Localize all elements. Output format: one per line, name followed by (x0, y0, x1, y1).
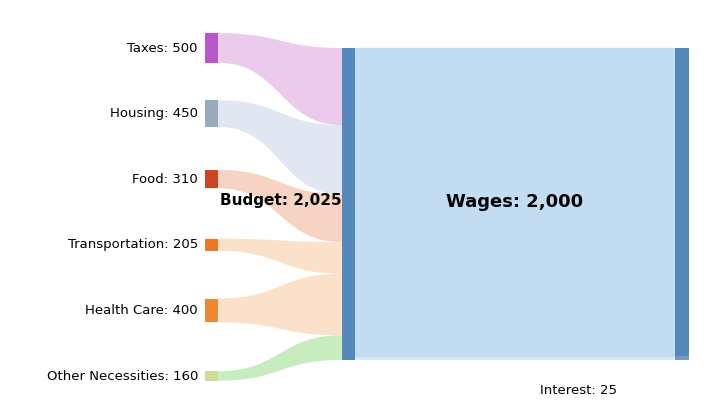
Bar (205, 100, 218, 127)
Bar (205, 239, 218, 251)
Polygon shape (218, 239, 342, 274)
Polygon shape (218, 33, 342, 125)
Polygon shape (355, 356, 675, 360)
Polygon shape (218, 170, 342, 242)
Polygon shape (218, 100, 342, 194)
Bar (205, 371, 218, 381)
Text: Housing: 450: Housing: 450 (110, 107, 198, 120)
Bar (205, 33, 218, 63)
Text: Interest: 25: Interest: 25 (540, 384, 617, 396)
Bar (342, 48, 355, 360)
Bar (205, 170, 218, 188)
Text: Wages: 2,000: Wages: 2,000 (446, 193, 583, 211)
Bar (675, 48, 689, 356)
Text: Other Necessities: 160: Other Necessities: 160 (47, 370, 198, 382)
Bar (205, 298, 218, 322)
Polygon shape (218, 274, 342, 335)
Text: Food: 310: Food: 310 (132, 173, 198, 186)
Text: Taxes: 500: Taxes: 500 (127, 42, 198, 54)
Polygon shape (218, 335, 342, 381)
Text: Transportation: 205: Transportation: 205 (68, 238, 198, 251)
Text: Health Care: 400: Health Care: 400 (86, 304, 198, 317)
Text: Budget: 2,025: Budget: 2,025 (220, 192, 341, 208)
Bar (675, 356, 689, 360)
